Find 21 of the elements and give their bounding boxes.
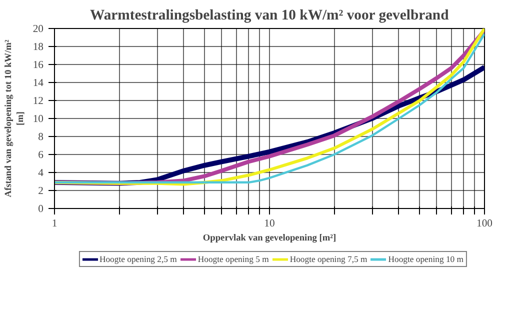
y-axis-title: Afstand van gevelopening tot 10 kW/m² [m] [4,40,26,198]
y-tick-label: 14 [32,78,44,89]
y-tick-label: 18 [32,42,44,53]
x-tick-label: 10 [264,218,275,230]
y-tick-label: 8 [38,132,44,143]
legend-label: Hoogte opening 2,5 m [99,254,177,264]
y-tick-label: 0 [38,204,44,215]
chart-title: Warmtestralingsbelasting van 10 kW/m² voor gevelbrand [90,8,449,24]
y-tick-label: 20 [32,24,44,35]
y-tick-label: 6 [38,150,44,161]
y-tick-label: 4 [38,168,44,179]
x-axis-title: Oppervlak van gevelopening [m²] [202,234,336,244]
y-tick-label: 10 [32,114,44,125]
x-tick-label: 100 [476,218,492,230]
y-tick-label: 16 [32,60,44,71]
y-tick-label: 12 [32,96,44,107]
legend-label: Hoogte opening 5 m [198,254,269,264]
legend-label: Hoogte opening 10 m [388,254,464,264]
y-tick-label: 2 [38,186,44,197]
legend-label: Hoogte opening 7,5 m [290,254,368,264]
x-tick-label: 1 [52,218,58,230]
